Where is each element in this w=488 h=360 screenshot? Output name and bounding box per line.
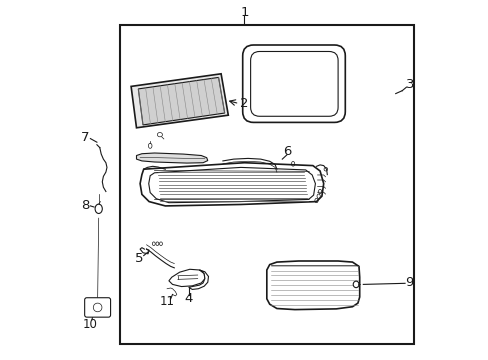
Text: 8: 8 [81, 199, 89, 212]
Text: 2: 2 [239, 97, 247, 110]
Text: 9: 9 [405, 276, 413, 289]
Text: 3: 3 [405, 78, 413, 91]
Polygon shape [148, 167, 315, 203]
Polygon shape [188, 270, 208, 289]
Text: 5: 5 [135, 252, 143, 265]
Text: 4: 4 [184, 292, 193, 305]
Polygon shape [266, 261, 359, 310]
Polygon shape [168, 269, 204, 287]
FancyBboxPatch shape [242, 45, 345, 122]
Ellipse shape [352, 281, 358, 288]
Polygon shape [131, 74, 228, 128]
Text: 7: 7 [81, 131, 89, 144]
FancyBboxPatch shape [250, 51, 337, 116]
Text: 11: 11 [159, 295, 174, 308]
Text: 1: 1 [240, 6, 248, 19]
Ellipse shape [157, 132, 162, 137]
Polygon shape [138, 77, 224, 125]
Ellipse shape [95, 204, 102, 213]
Ellipse shape [93, 303, 102, 312]
FancyBboxPatch shape [84, 298, 110, 317]
Ellipse shape [148, 143, 152, 148]
Polygon shape [140, 163, 323, 206]
Bar [120, 25, 413, 344]
Polygon shape [136, 153, 207, 163]
Text: 10: 10 [82, 318, 97, 330]
Text: 6: 6 [282, 145, 290, 158]
